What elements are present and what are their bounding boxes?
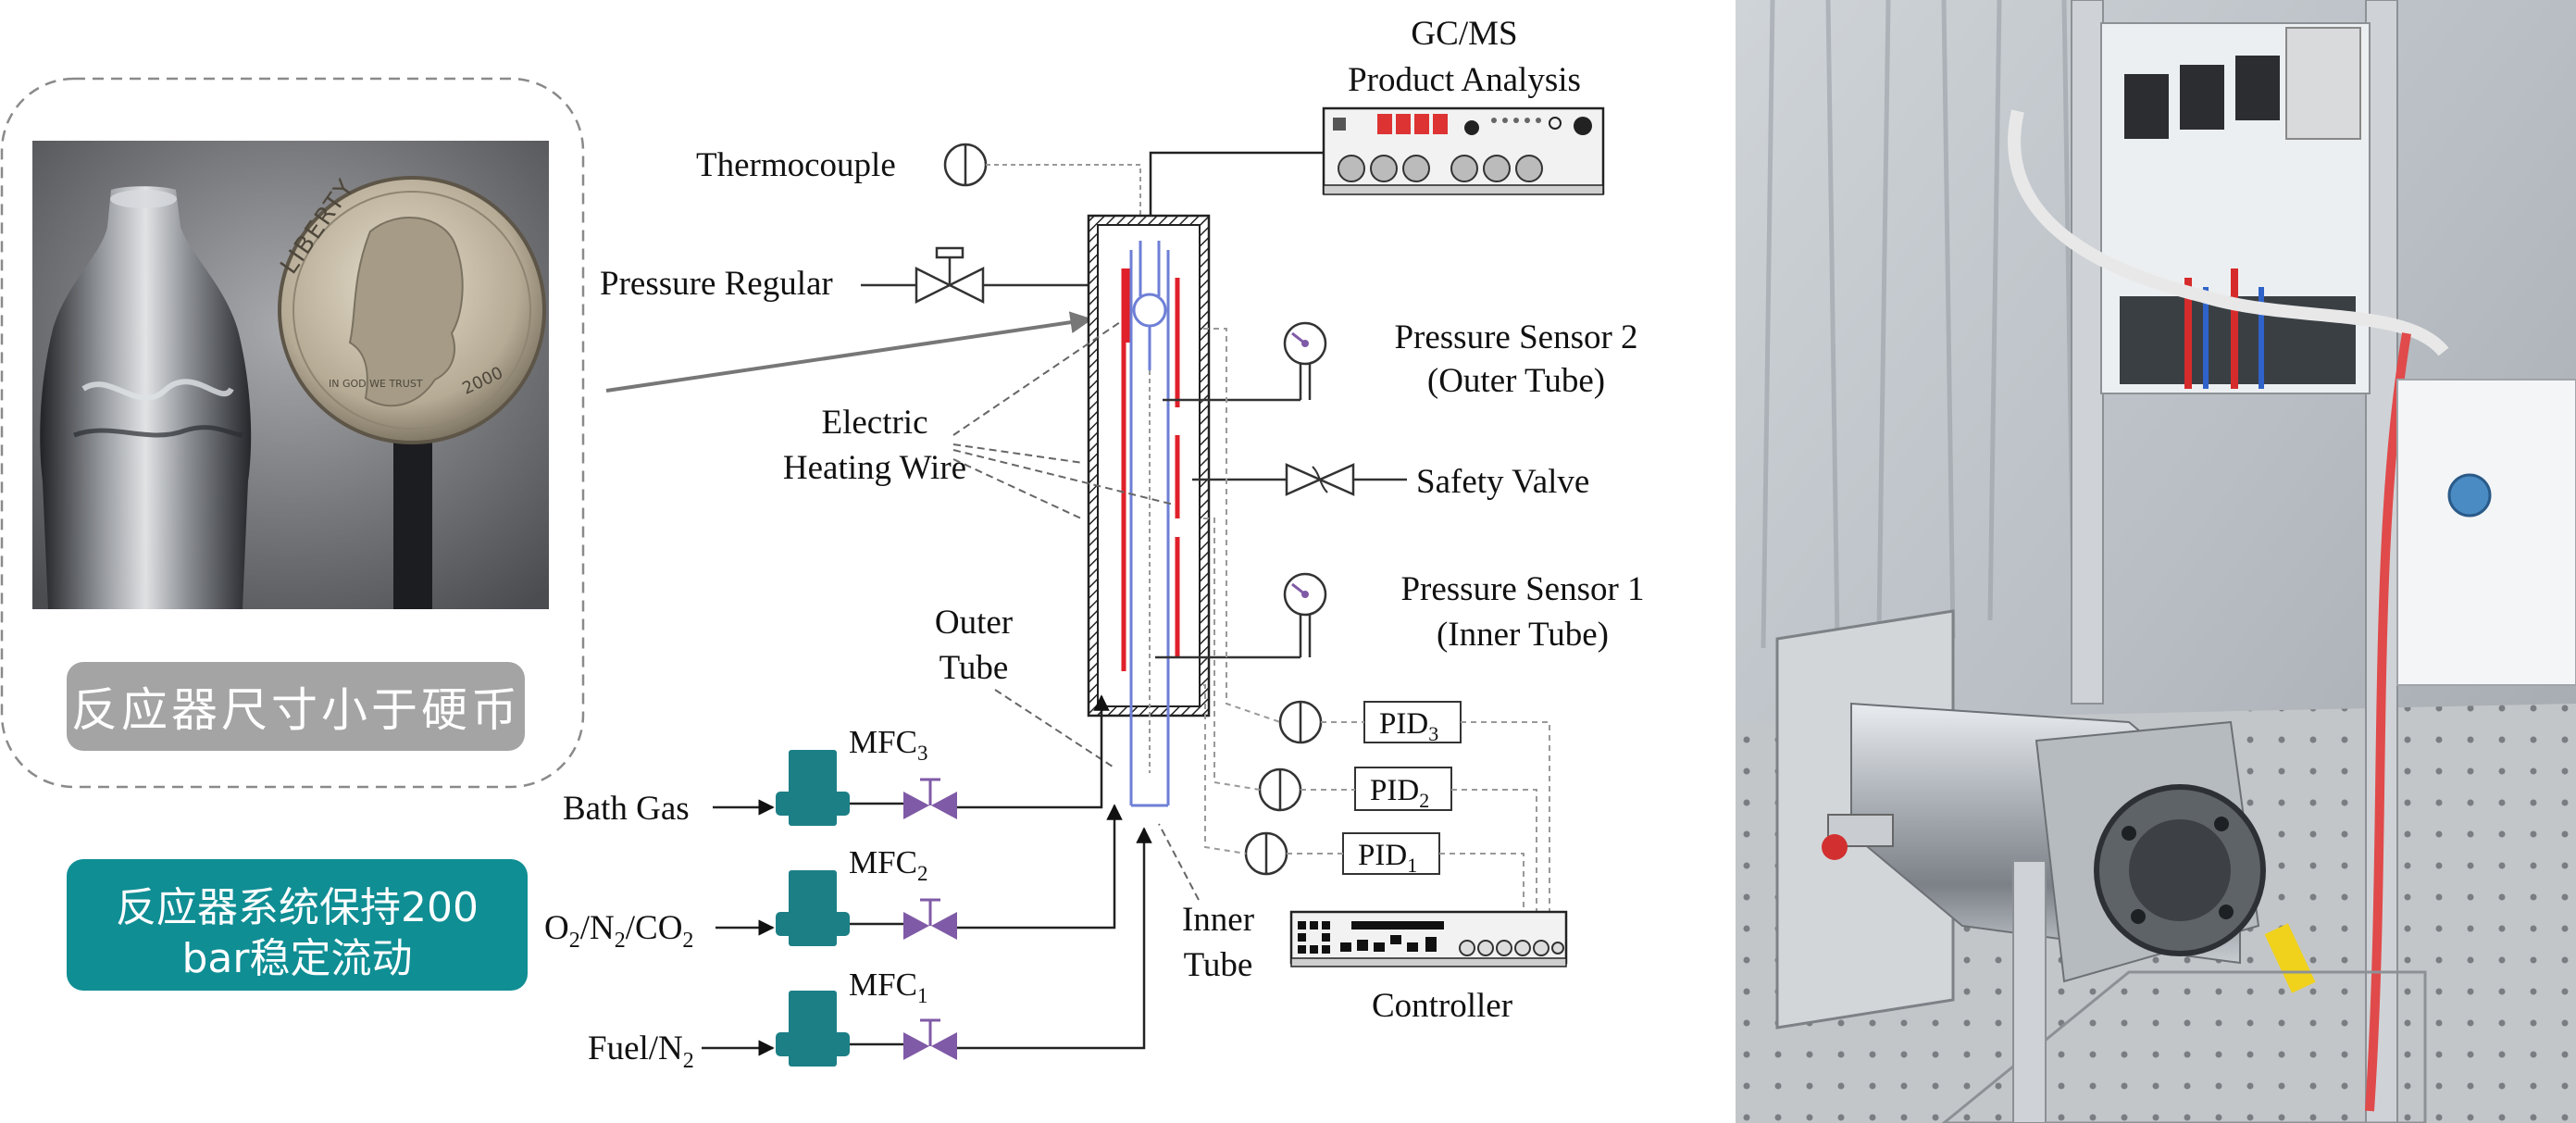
pressure-sensor-2-gauge: [1283, 321, 1327, 400]
inner-tube-label-line1: Inner: [1182, 901, 1254, 939]
heating-wire-label-line2: Heating Wire: [783, 449, 966, 487]
mfc1-label: MFC1: [849, 967, 927, 1007]
pid3-unit: PID3: [1278, 700, 1462, 745]
thermocouple-line: [986, 164, 1141, 306]
mfc1-unit: MFC1: [776, 967, 957, 1067]
pressure-regulator-label: Pressure Regular: [600, 265, 833, 303]
pid3-label: PID3: [1379, 707, 1438, 745]
pid1-unit: PID1: [1244, 831, 1440, 877]
pressure-sensor-1-label-line1: Pressure Sensor 1: [1400, 570, 1644, 608]
photo-frame-dashed: [0, 77, 585, 789]
oxidizer-label: O2/N2/CO2: [544, 909, 693, 953]
pid2-unit: PID2: [1258, 767, 1452, 812]
pressure-info-box: [67, 859, 528, 991]
photo-pointer-line: [605, 311, 1093, 393]
safety-valve-symbol: [1285, 463, 1355, 496]
dime-coin-image: LIBERTY IN GOD WE TRUST 2000: [275, 174, 546, 609]
safety-valve-label: Safety Valve: [1416, 463, 1589, 501]
pressure-sensor-2-label-line2: (Outer Tube): [1427, 362, 1605, 400]
reactor-inner-tube: [1129, 241, 1170, 805]
pid1-label: PID1: [1358, 839, 1417, 877]
gcms-instrument: [1322, 106, 1605, 195]
gcms-label-line2: Product Analysis: [1348, 61, 1581, 99]
lab-setup-photo: [1736, 0, 2576, 1123]
mfc3-unit: MFC3: [776, 724, 957, 826]
left-panel: LIBERTY IN GOD WE TRUST 2000 反应器尺寸小于硬币 反…: [0, 77, 585, 991]
outer-tube-label-line1: Outer: [935, 604, 1013, 642]
heating-wire-label-line1: Electric: [821, 404, 927, 442]
mfc2-unit: MFC2: [776, 844, 957, 946]
inner-tube-label-line2: Tube: [1184, 946, 1253, 984]
electric-heating-wires: [1121, 268, 1180, 671]
mfc3-label: MFC3: [849, 724, 927, 765]
thermocouple-label: Thermocouple: [696, 146, 896, 184]
reactor-coin-photo: LIBERTY IN GOD WE TRUST 2000: [32, 141, 549, 609]
reactor-schematic: GC/MS Product Analysis Thermocouple: [544, 15, 1645, 1073]
outer-tube-label-line2: Tube: [940, 649, 1009, 687]
gas-flow-lines: [702, 694, 1152, 1056]
thermocouple-symbol: [943, 143, 988, 187]
pressure-info-line2: bar稳定流动: [182, 935, 413, 982]
pressure-sensor-1-gauge: [1283, 572, 1327, 657]
fuel-label: Fuel/N2: [588, 1029, 694, 1073]
photo-caption-text: 反应器尺寸小于硬币: [71, 683, 521, 737]
pid2-label: PID2: [1370, 774, 1429, 812]
gcms-label-line1: GC/MS: [1411, 15, 1517, 53]
pressure-regulator-valve: [915, 246, 985, 305]
heating-wire-leaders: [952, 321, 1175, 519]
bath-gas-label: Bath Gas: [563, 790, 690, 828]
gcms-sample-line: [1149, 151, 1324, 231]
pressure-sensor-2-label-line1: Pressure Sensor 2: [1394, 318, 1637, 356]
controller-label: Controller: [1372, 987, 1512, 1025]
photo-caption-badge: [67, 662, 525, 751]
pressure-info-line1: 反应器系统保持200: [116, 884, 479, 931]
mfc2-label: MFC2: [849, 844, 927, 885]
controller-device: [1289, 910, 1568, 967]
coin-motto-text: IN GOD WE TRUST: [329, 378, 423, 390]
pid-signal-lines: [1203, 328, 1550, 912]
pressure-sensor-1-label-line2: (Inner Tube): [1437, 616, 1609, 654]
